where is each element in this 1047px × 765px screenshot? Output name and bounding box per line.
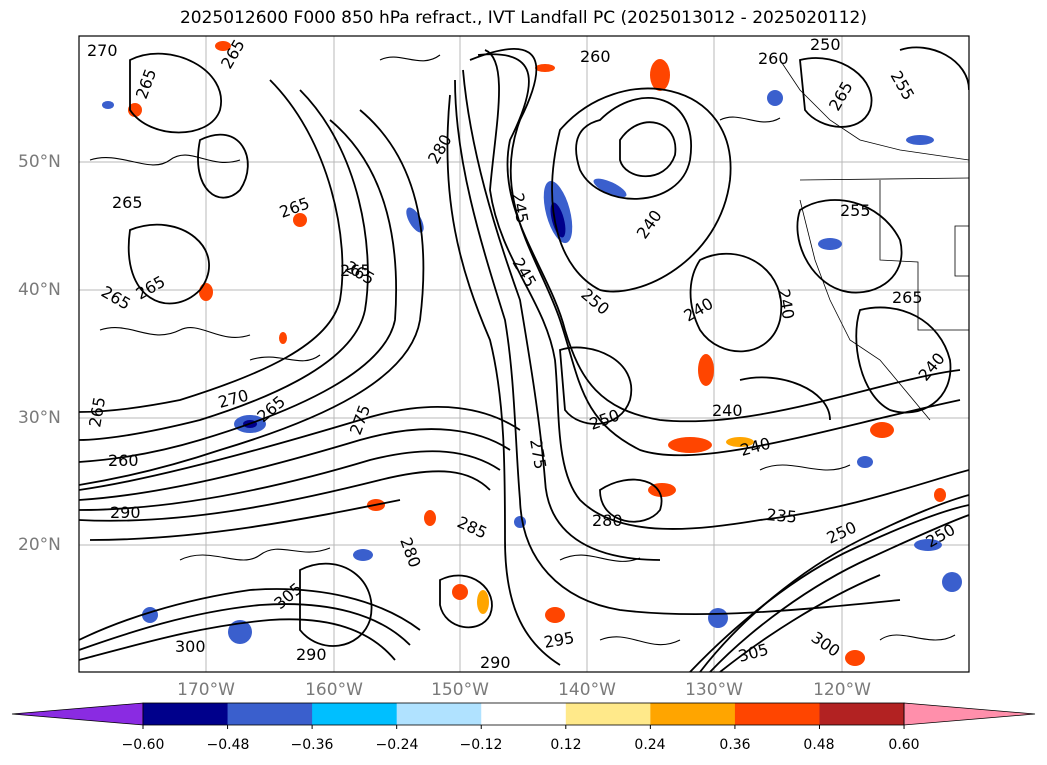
contour-lines [79, 46, 969, 672]
colorbar-segment [565, 703, 651, 725]
contour-label: 300 [175, 637, 206, 656]
contour-label: 240 [712, 401, 743, 420]
colorbar-tick-label: 0.24 [634, 737, 666, 753]
contour-label: 265 [340, 261, 371, 280]
colorbar-frame [142, 702, 905, 726]
colorbar-tick-label: 0.48 [803, 737, 835, 753]
lat-label: 30°N [18, 408, 61, 428]
colorbar-segment [143, 703, 229, 725]
lon-label: 150°W [431, 680, 489, 700]
colorbar-extend-min [11, 702, 144, 726]
coastlines [779, 59, 969, 421]
contour-label: 260 [758, 49, 789, 68]
lon-label: 140°W [558, 680, 616, 700]
colorbar-tick-label: −0.36 [290, 737, 334, 753]
lon-label: 160°W [305, 680, 363, 700]
contour-label: 260 [580, 47, 611, 66]
graticule [79, 36, 969, 672]
colorbar [11, 702, 1036, 729]
lat-label: 40°N [18, 280, 61, 300]
colorbar-segment [734, 703, 820, 725]
colorbar-segment [396, 703, 482, 725]
contour-label: 235 [766, 505, 798, 527]
colorbar-segment [481, 703, 567, 725]
lon-label: 120°W [813, 680, 871, 700]
colorbar-extend-max [903, 702, 1036, 726]
colorbar-segment [819, 703, 905, 725]
contour-label: 260 [108, 451, 139, 470]
colorbar-tick-label: −0.24 [375, 737, 419, 753]
contour-label: 290 [296, 645, 327, 664]
colorbar-tick-label: 0.36 [719, 737, 751, 753]
map-title: 2025012600 F000 850 hPa refract., IVT La… [179, 8, 867, 28]
lon-label: 170°W [177, 680, 235, 700]
colorbar-tick-label: −0.48 [206, 737, 250, 753]
colorbar-tick-label: 0.12 [550, 737, 582, 753]
colorbar-segment [227, 703, 313, 725]
map-plot-area: 270 265 265 265 265 265 265 270 265 265 … [79, 35, 969, 672]
contour-label: 265 [892, 288, 923, 307]
lat-label: 50°N [18, 152, 61, 172]
contour-label: 280 [592, 511, 623, 530]
lon-label: 130°W [685, 680, 743, 700]
colorbar-tick-label: 0.60 [888, 737, 920, 753]
colorbar-segment [650, 703, 736, 725]
contour-label: 290 [110, 503, 141, 522]
colorbar-segment [312, 703, 398, 725]
colorbar-tick-label: −0.60 [121, 737, 165, 753]
contour-label: 250 [810, 35, 841, 54]
plot-frame [78, 35, 970, 673]
colorbar-tick-label: −0.12 [459, 737, 503, 753]
contour-label: 265 [112, 193, 143, 212]
lat-label: 20°N [18, 535, 61, 555]
minor-contours [89, 54, 956, 646]
contour-label: 255 [840, 201, 871, 220]
contour-label: 270 [87, 41, 118, 60]
contour-label: 290 [480, 653, 511, 672]
